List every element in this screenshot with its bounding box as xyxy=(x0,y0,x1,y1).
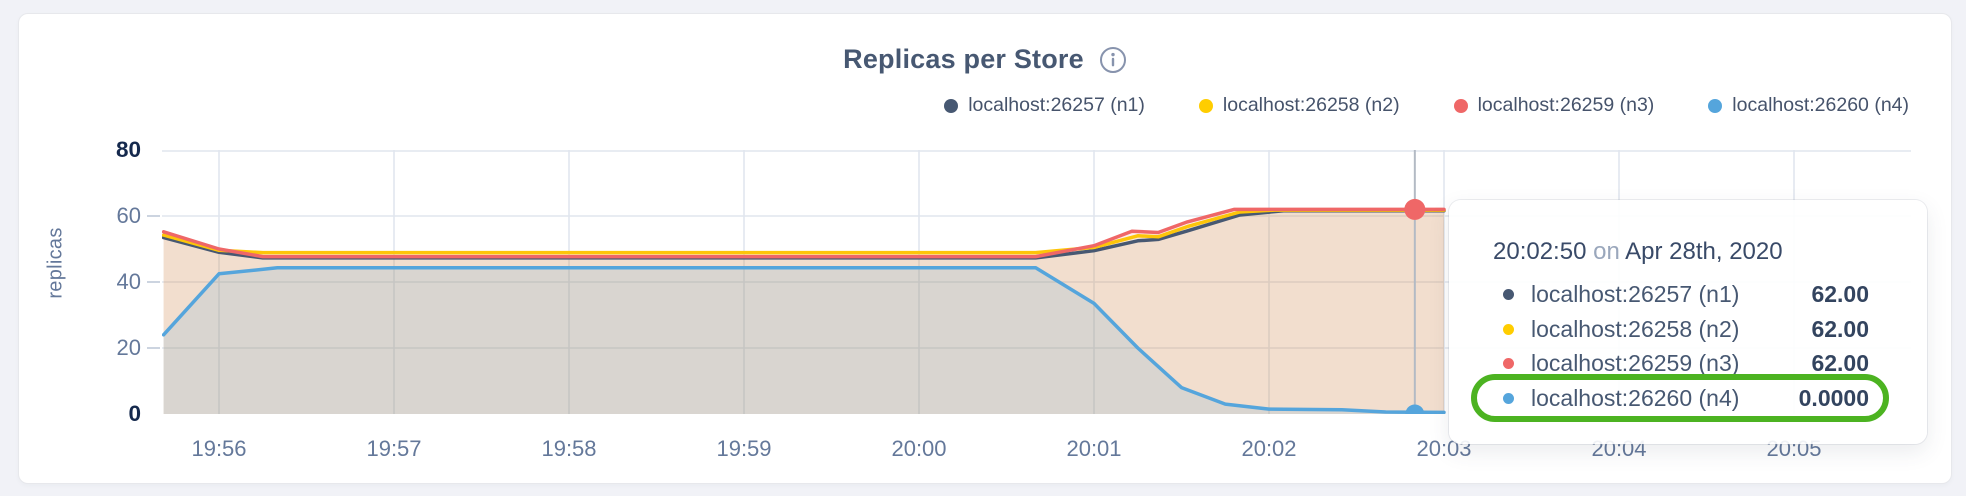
y-tick-label: 0 xyxy=(128,401,141,426)
legend-item-n3[interactable]: localhost:26259 (n3) xyxy=(1453,94,1655,117)
tooltip-series-value: 62.00 xyxy=(1811,280,1869,307)
tooltip-timestamp: 20:02:50 on Apr 28th, 2020 xyxy=(1493,238,1783,266)
x-tick-label: 19:56 xyxy=(191,436,247,461)
legend-dot-icon xyxy=(1198,98,1213,113)
y-tick-mark xyxy=(147,347,160,349)
series-dot-icon xyxy=(1503,392,1514,404)
legend-item-n2[interactable]: localhost:26258 (n2) xyxy=(1198,94,1400,117)
chart-plot[interactable] xyxy=(162,150,1911,414)
series-dot-icon xyxy=(1503,323,1514,335)
x-tick-label: 20:02 xyxy=(1241,436,1297,461)
chart-tooltip: 20:02:50 on Apr 28th, 2020 localhost:262… xyxy=(1449,200,1927,444)
tooltip-row-highlighted: localhost:26260 (n4) 0.0000 xyxy=(1489,381,1887,416)
chart-header: Replicas per Store xyxy=(19,44,1951,75)
crosshair-marker xyxy=(1404,198,1426,220)
tooltip-date: Apr 28th, 2020 xyxy=(1625,238,1783,265)
chart-title: Replicas per Store xyxy=(843,44,1084,74)
x-tick-label: 20:00 xyxy=(891,436,947,461)
tooltip-row: localhost:26258 (n2) 62.00 xyxy=(1489,312,1887,347)
tooltip-series-label: localhost:26260 (n4) xyxy=(1531,384,1740,411)
series-area xyxy=(163,210,1445,414)
legend: localhost:26257 (n1) localhost:26258 (n2)… xyxy=(944,94,1909,117)
tooltip-series-value: 0.0000 xyxy=(1798,384,1869,411)
series-area xyxy=(163,209,1445,414)
tooltip-series-label: localhost:26257 (n1) xyxy=(1531,280,1740,307)
tooltip-series-label: localhost:26258 (n2) xyxy=(1531,315,1740,342)
legend-item-label: localhost:26257 (n1) xyxy=(968,94,1145,116)
tooltip-time: 20:02:50 xyxy=(1493,238,1587,265)
series-line xyxy=(162,207,1446,259)
legend-item-n4[interactable]: localhost:26260 (n4) xyxy=(1708,94,1909,117)
y-axis-title: replicas xyxy=(44,227,67,299)
series-line xyxy=(162,208,1446,260)
legend-item-label: localhost:26260 (n4) xyxy=(1732,94,1909,116)
y-tick-label: 80 xyxy=(115,137,141,162)
tooltip-row: localhost:26259 (n3) 62.00 xyxy=(1489,346,1887,381)
y-tick-mark xyxy=(147,215,160,217)
y-axis: 0 20 40 60 80 xyxy=(19,137,160,426)
x-tick-label: 19:58 xyxy=(541,436,597,461)
series-line xyxy=(162,208,1446,255)
y-tick-label: 60 xyxy=(116,203,141,228)
series-dot-icon xyxy=(1503,358,1514,370)
y-tick-mark xyxy=(147,281,160,283)
x-tick-label: 20:01 xyxy=(1066,436,1122,461)
tooltip-conjunction: on xyxy=(1593,238,1620,265)
legend-dot-icon xyxy=(1453,98,1468,113)
tooltip-rows: localhost:26257 (n1) 62.00 localhost:26258… xyxy=(1489,277,1887,416)
x-tick-label: 19:59 xyxy=(716,436,772,461)
chart-card: Replicas per Store localhost:26257 (n1) l… xyxy=(18,13,1952,484)
series-area xyxy=(163,267,1445,414)
tooltip-series-value: 62.00 xyxy=(1811,315,1869,342)
legend-dot-icon xyxy=(1708,98,1723,113)
legend-item-n1[interactable]: localhost:26257 (n1) xyxy=(944,94,1145,117)
tooltip-row: localhost:26257 (n1) 62.00 xyxy=(1489,277,1887,312)
y-tick-label: 20 xyxy=(116,335,141,360)
tooltip-series-label: localhost:26259 (n3) xyxy=(1531,350,1740,377)
tooltip-series-value: 62.00 xyxy=(1811,350,1869,377)
legend-item-label: localhost:26259 (n3) xyxy=(1477,94,1655,116)
legend-dot-icon xyxy=(944,98,959,113)
y-tick-label: 40 xyxy=(116,269,141,294)
info-icon[interactable] xyxy=(1099,46,1127,74)
legend-item-label: localhost:26258 (n2) xyxy=(1222,94,1400,116)
x-tick-label: 19:57 xyxy=(366,436,422,461)
crosshair-marker xyxy=(1405,404,1425,414)
series-line xyxy=(162,266,1446,414)
series-dot-icon xyxy=(1503,288,1514,300)
series-area xyxy=(163,210,1445,414)
